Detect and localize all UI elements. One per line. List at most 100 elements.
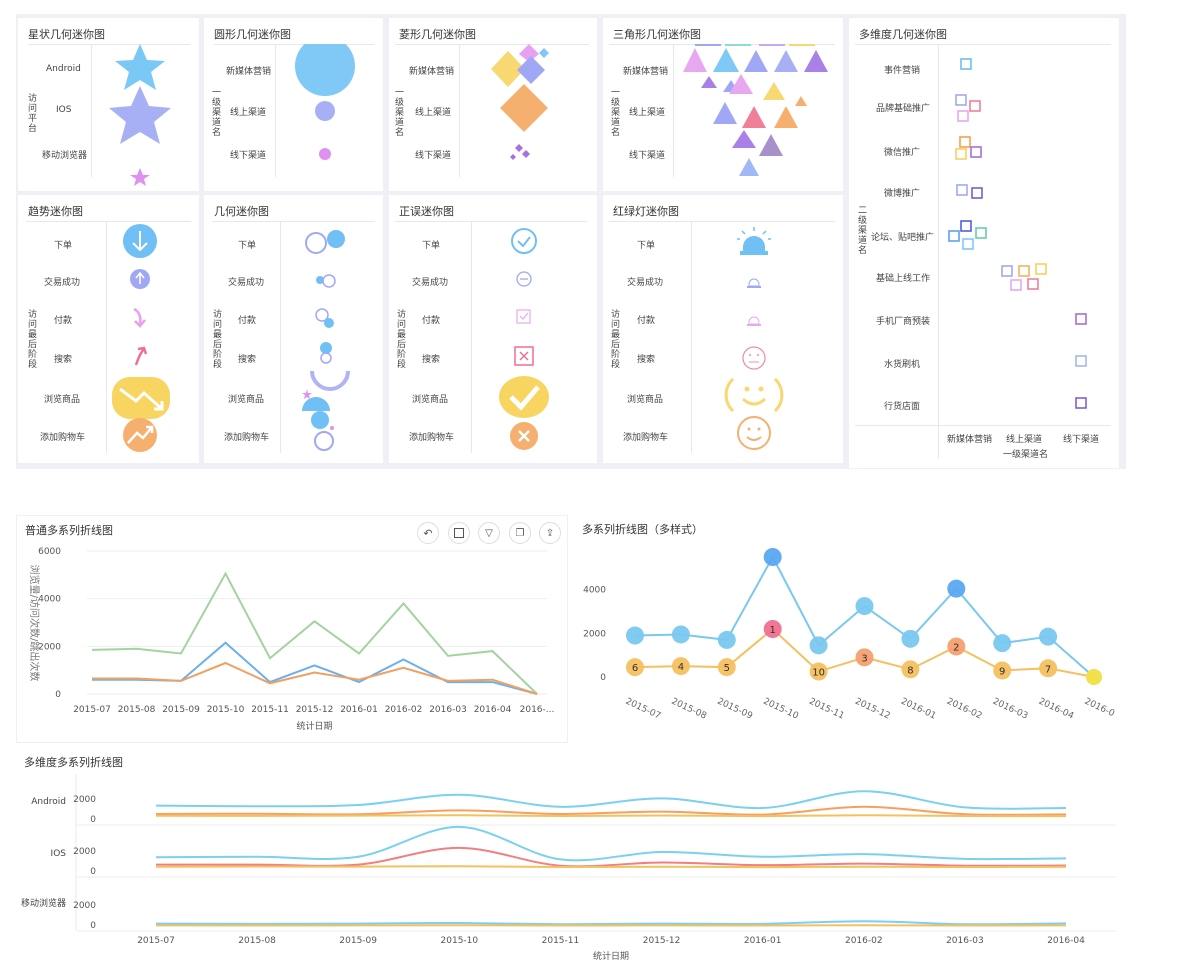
undo-icon: ↶ (423, 526, 433, 540)
smile-face-icon (737, 416, 771, 450)
axis-label: 一级渠道名 (212, 88, 222, 138)
row-label: 移动浏览器 (42, 151, 88, 161)
data-label: 7 (1045, 664, 1051, 675)
star-mark-browser (130, 168, 150, 186)
x-tick-label: 2016-04 (1037, 697, 1076, 722)
row-label: 行货店面 (884, 402, 921, 412)
multi-panel: 多维度几何迷你图 二级渠道名 事件营销 品牌基础推广 微信推广 微博推广 论坛、… (849, 18, 1119, 468)
x-tick-label: 2015-12 (853, 697, 891, 722)
y-tick-label: 2000 (38, 642, 61, 652)
col-label: 线上渠道 (1006, 435, 1043, 445)
y-tick-label: 4000 (38, 595, 61, 605)
panel-title: 三角形几何迷你图 (613, 28, 701, 41)
data-point (717, 630, 736, 649)
export-button[interactable]: ⇪ (539, 522, 561, 544)
check-square-icon (516, 309, 531, 324)
panel-label: IOS (51, 849, 67, 859)
data-label: 6 (632, 663, 638, 674)
alarm-light-icon (747, 316, 761, 326)
y-tick-label: 6000 (38, 547, 61, 557)
row-label: 付款 (238, 316, 257, 326)
data-point (763, 548, 782, 566)
data-point (671, 657, 690, 676)
x-axis-label: 一级渠道名 (1003, 450, 1049, 460)
x-axis-label: 统计日期 (593, 950, 629, 962)
x-tick-label: 2015-07 (137, 936, 175, 946)
light-marks (724, 227, 784, 450)
axis-label: 二级渠道名 (858, 206, 868, 256)
row-label: 添加购物车 (409, 433, 455, 443)
data-point (947, 637, 966, 656)
row-label: 品牌基础推广 (876, 104, 931, 114)
x-tick-label: 2015-09 (162, 705, 200, 715)
x-tick-label: 2016-04 (1047, 936, 1085, 946)
alarm-light-icon (747, 278, 761, 288)
axis-label: 访问最后阶段 (28, 310, 38, 370)
series-line (155, 790, 1067, 810)
row-label: Android (46, 64, 81, 74)
arrow-down-right-icon (133, 307, 146, 328)
row-label: 手机厂商预装 (876, 317, 931, 327)
y-tick-label: 2000 (73, 795, 96, 805)
check-marks (499, 228, 549, 450)
row-label: 下单 (637, 241, 656, 251)
data-label: 9 (999, 666, 1005, 677)
diamond-panel: 菱形几何迷你图 一级渠道名 新媒体营销 线上渠道 线下渠道 (389, 18, 597, 191)
chart-title: 多维度多系列折线图 (24, 756, 123, 769)
row-label: 搜索 (238, 355, 257, 365)
filter-button[interactable]: ▽ (478, 522, 500, 544)
expand-icon (454, 528, 464, 538)
trend-marks (112, 224, 170, 452)
y-tick-label: 2000 (73, 847, 96, 857)
data-label: 4 (678, 662, 684, 673)
layout-button[interactable]: ❐ (509, 522, 531, 544)
row-label: 水货刷机 (884, 360, 921, 370)
series-line (91, 571, 538, 695)
undo-button[interactable]: ↶ (417, 522, 439, 544)
data-label: 3 (861, 653, 867, 664)
star-panel: 星状几何迷你图 访问平台 Android IOS 移动浏览器 (18, 18, 199, 191)
chart-title: 普通多系列折线图 (25, 524, 113, 537)
expand-button[interactable] (448, 522, 470, 544)
data-label: 10 (812, 668, 825, 679)
row-label: 线下渠道 (230, 151, 267, 161)
x-tick-label: 2015-08 (238, 936, 276, 946)
axis-label: 访问最后阶段 (611, 310, 621, 370)
y-tick-label: 0 (90, 921, 96, 931)
data-label: 2 (953, 642, 959, 653)
data-point (993, 661, 1012, 680)
x-tick-label: 2015-11 (542, 936, 580, 946)
row-label: 事件营销 (884, 66, 921, 76)
circle-mark-media (295, 44, 355, 96)
data-point (671, 625, 690, 644)
panel-label: 移动浏览器 (21, 897, 66, 909)
x-tick-label: 2016-01 (899, 697, 937, 722)
row-label: 新媒体营销 (623, 67, 669, 77)
panel-title: 正误迷你图 (399, 205, 454, 218)
data-point (809, 662, 828, 681)
star-marks (109, 44, 171, 186)
trend-panel: 趋势迷你图 访问最后阶段 下单 交易成功 付款 搜索 浏览商品 添加购物车 (18, 195, 199, 463)
circle-marks (295, 44, 355, 160)
export-icon: ⇪ (545, 527, 555, 539)
series-line (92, 661, 538, 695)
light-panel: 红绿灯迷你图 访问最后阶段 下单 交易成功 付款 搜索 浏览商品 添加购物车 (603, 195, 843, 463)
x-tick-label: 2016-01 (340, 705, 378, 715)
series-line (155, 865, 1067, 869)
x-tick-label: 2016-02 (945, 697, 983, 722)
line-chart-1-panel: 普通多系列折线图 ↶ ▽ ❐ ⇪ 0 2000 4000 6000 浏览量/访问次数/跳… (16, 515, 568, 743)
y-tick-label: 2000 (73, 901, 96, 911)
x-tick-label: 2016-03 (991, 697, 1029, 722)
geo-marks (302, 230, 350, 451)
row-label: 添加购物车 (40, 433, 86, 443)
row-label: 交易成功 (412, 278, 449, 288)
row-label: 付款 (422, 316, 441, 326)
row-label: 论坛、贴吧推广 (871, 233, 935, 243)
series-line (155, 825, 1067, 862)
line-chart-1: 0 2000 4000 6000 浏览量/访问次数/跳出次数 2015-07 2015-08… (28, 547, 554, 732)
x-tick-label: 2015-10 (207, 705, 245, 715)
x-tick-label: 2016-03 (429, 705, 467, 715)
col-label: 线下渠道 (1063, 435, 1100, 445)
row-label: 搜索 (637, 355, 656, 365)
y-tick-label: 4000 (583, 586, 606, 596)
